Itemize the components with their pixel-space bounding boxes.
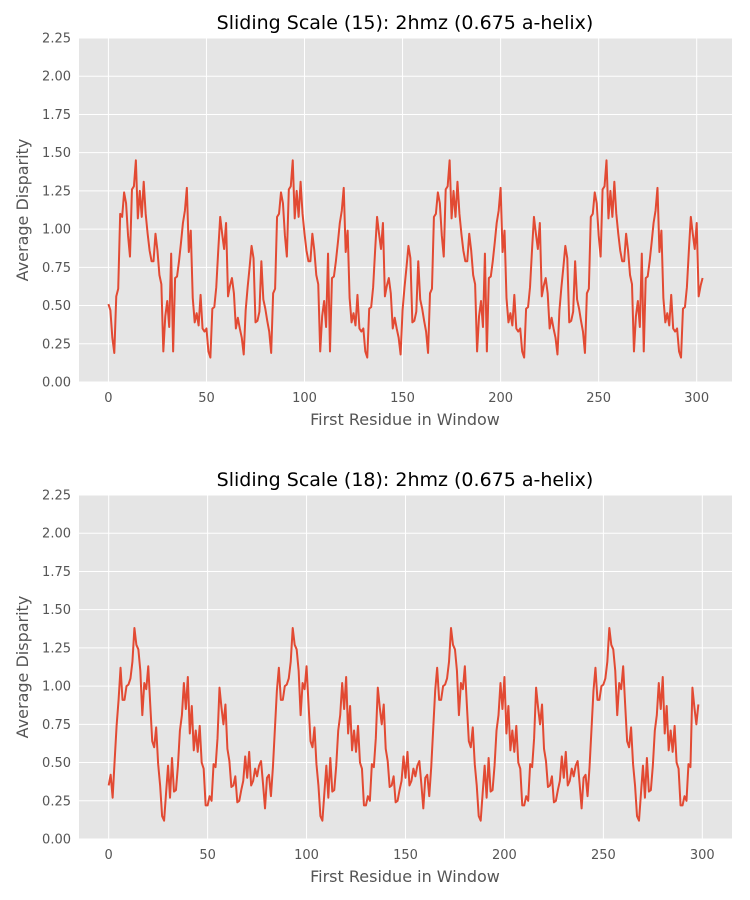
y-axis-label: Average Disparity [13, 596, 32, 739]
x-tick-label: 200 [492, 848, 517, 863]
x-axis-label: First Residue in Window [310, 867, 500, 886]
y-tick-label: 1.75 [42, 108, 71, 123]
data-line-series [107, 627, 700, 822]
data-line-series [107, 159, 704, 359]
y-axis-label: Average Disparity [13, 139, 32, 282]
y-tick-label: 0.00 [42, 376, 71, 391]
chart-sliding-scale-15: 0.00 0.25 0.50 0.75 1.00 1.25 1.50 1.75 2.00 2.25… [13, 12, 732, 429]
y-tick-label: 0.00 [42, 833, 71, 848]
y-tick-label: 1.75 [42, 565, 71, 580]
y-tick-label: 0.50 [42, 299, 71, 314]
x-tick-label: 250 [591, 848, 616, 863]
y-tick-labels: 0.00 0.25 0.50 0.75 1.00 1.25 1.50 1.75 2.00 2.25 [42, 489, 71, 848]
x-tick-labels: 0 50 100 150 200 250 300 [104, 391, 709, 406]
gridlines [79, 494, 732, 840]
chart-sliding-scale-18: 0.00 0.25 0.50 0.75 1.00 1.25 1.50 1.75 2.00 2.25… [13, 469, 732, 886]
x-tick-label: 0 [104, 391, 112, 406]
y-tick-label: 2.00 [42, 70, 71, 85]
x-tick-label: 50 [199, 848, 216, 863]
y-tick-label: 1.00 [42, 223, 71, 238]
x-tick-label: 150 [390, 391, 415, 406]
chart-title: Sliding Scale (18): 2hmz (0.675 a-helix) [217, 469, 594, 491]
y-tick-label: 1.50 [42, 146, 71, 161]
x-tick-label: 300 [684, 391, 709, 406]
x-tick-labels: 0 50 100 150 200 250 300 [105, 848, 715, 863]
x-tick-label: 100 [292, 391, 317, 406]
chart-title: Sliding Scale (15): 2hmz (0.675 a-helix) [217, 12, 594, 34]
y-tick-label: 1.50 [42, 603, 71, 618]
x-tick-label: 250 [586, 391, 611, 406]
y-tick-label: 0.25 [42, 337, 71, 352]
x-axis-label: First Residue in Window [310, 410, 500, 429]
y-tick-label: 0.75 [42, 261, 71, 276]
y-tick-label: 0.75 [42, 718, 71, 733]
y-tick-label: 2.25 [42, 489, 71, 504]
y-tick-label: 2.25 [42, 32, 71, 47]
x-tick-label: 150 [393, 848, 418, 863]
x-tick-label: 200 [488, 391, 513, 406]
x-tick-label: 100 [294, 848, 319, 863]
y-tick-label: 1.25 [42, 184, 71, 199]
y-tick-labels: 0.00 0.25 0.50 0.75 1.00 1.25 1.50 1.75 2.00 2.25 [42, 32, 71, 391]
y-tick-label: 2.00 [42, 527, 71, 542]
y-tick-label: 1.00 [42, 680, 71, 695]
y-tick-label: 0.25 [42, 794, 71, 809]
y-tick-label: 1.25 [42, 641, 71, 656]
x-tick-label: 50 [198, 391, 215, 406]
x-tick-label: 300 [690, 848, 715, 863]
x-tick-label: 0 [105, 848, 113, 863]
y-tick-label: 0.50 [42, 756, 71, 771]
